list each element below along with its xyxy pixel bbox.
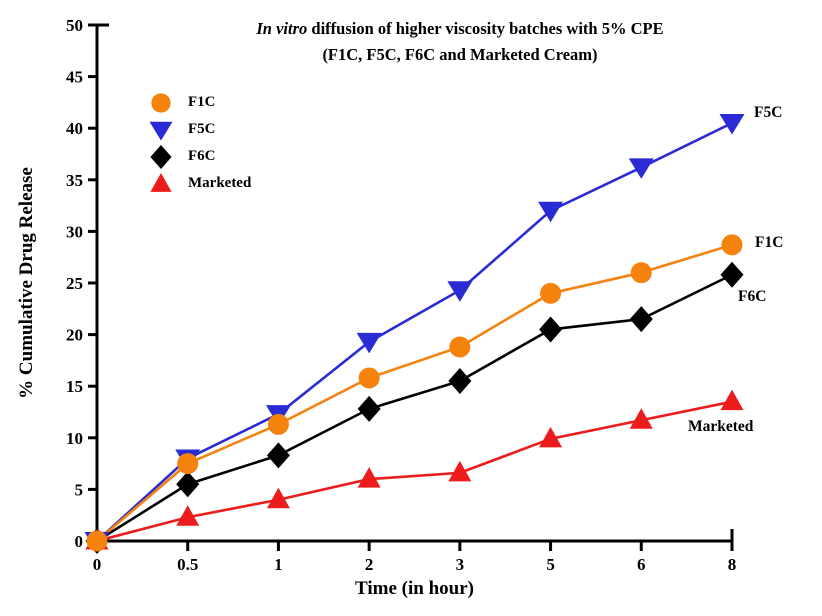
series-end-label-f5c: F5C <box>754 104 783 121</box>
chart-title: In vitro diffusion of higher viscosity b… <box>130 16 790 67</box>
y-axis-title: % Cumulative Drug Release <box>16 167 37 399</box>
svg-text:5: 5 <box>75 480 84 499</box>
svg-text:0.5: 0.5 <box>177 555 198 574</box>
legend-label-f1c: F1C <box>188 94 216 110</box>
series-line-f5c <box>96 121 733 542</box>
marketed-triangle-up-icon <box>146 171 176 197</box>
svg-text:0: 0 <box>93 555 102 574</box>
svg-text:45: 45 <box>66 68 83 87</box>
title-italic-part: In vitro <box>256 19 308 38</box>
svg-text:6: 6 <box>637 555 646 574</box>
x-axis-title: Time (in hour) <box>355 578 474 599</box>
series-end-label-f1c: F1C <box>755 234 784 251</box>
svg-text:30: 30 <box>66 222 83 241</box>
svg-text:25: 25 <box>66 274 83 293</box>
series-end-label-marketed: Marketed <box>688 418 754 435</box>
legend-item-f5c: F5C <box>146 116 251 143</box>
svg-text:10: 10 <box>66 429 83 448</box>
svg-text:2: 2 <box>365 555 374 574</box>
svg-text:3: 3 <box>456 555 465 574</box>
svg-text:8: 8 <box>728 555 737 574</box>
svg-text:15: 15 <box>66 377 83 396</box>
legend-item-f1c: F1C <box>146 89 251 116</box>
legend-item-marketed: Marketed <box>146 170 251 197</box>
chart-subtitle: (F1C, F5C, F6C and Marketed Cream) <box>322 44 598 64</box>
svg-text:20: 20 <box>66 326 83 345</box>
y-tick-labels: 0 5 10 15 20 25 30 35 40 45 50 <box>66 16 83 551</box>
svg-text:0: 0 <box>75 532 84 551</box>
legend-label-f5c: F5C <box>188 121 216 137</box>
legend-label-marketed: Marketed <box>188 175 252 191</box>
f5c-triangle-down-icon <box>146 117 176 143</box>
chart-legend: F1C F5C F6C Marketed <box>146 89 251 197</box>
f1c-circle-icon <box>146 90 176 116</box>
series-end-label-f6c: F6C <box>738 288 767 305</box>
legend-label-f6c: F6C <box>188 148 216 164</box>
svg-text:50: 50 <box>66 16 83 35</box>
svg-text:35: 35 <box>66 171 83 190</box>
legend-item-f6c: F6C <box>146 143 251 170</box>
svg-text:40: 40 <box>66 119 83 138</box>
title-rest-part: diffusion of higher viscosity batches wi… <box>307 19 664 38</box>
series-line-f6c <box>96 273 733 543</box>
axes <box>88 23 734 551</box>
svg-text:5: 5 <box>546 555 555 574</box>
series-markers-f6c <box>85 261 744 554</box>
x-tick-labels: 0 0.5 1 2 3 5 6 8 <box>93 555 737 574</box>
series-line-f1c <box>96 243 733 542</box>
chart-title-line1: In vitro diffusion of higher viscosity b… <box>130 16 790 42</box>
series-markers-f1c <box>86 234 743 552</box>
series-line-marketed <box>96 400 733 543</box>
svg-text:1: 1 <box>274 555 283 574</box>
f6c-diamond-icon <box>146 144 176 170</box>
